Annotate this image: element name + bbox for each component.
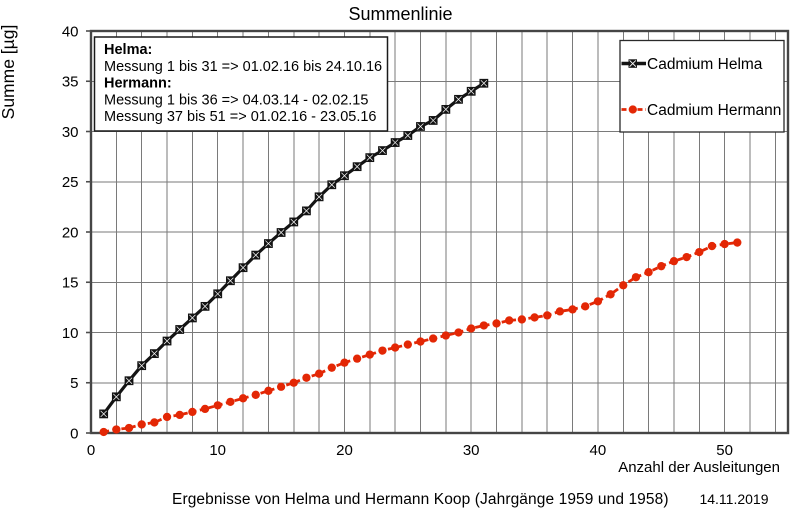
svg-text:Messung 37 bis 51 => 01.02.16: Messung 37 bis 51 => 01.02.16 - 23.05.16 bbox=[104, 109, 376, 125]
svg-text:0: 0 bbox=[70, 425, 78, 442]
svg-text:Messung 1 bis 36 => 04.03.14 -: Messung 1 bis 36 => 04.03.14 - 02.02.15 bbox=[104, 92, 368, 108]
svg-text:Helma:: Helma: bbox=[104, 42, 152, 58]
svg-text:Cadmium Hermann: Cadmium Hermann bbox=[647, 102, 781, 119]
svg-text:20: 20 bbox=[336, 442, 353, 459]
svg-text:15: 15 bbox=[62, 275, 79, 292]
svg-text:35: 35 bbox=[62, 74, 79, 91]
svg-text:5: 5 bbox=[70, 375, 78, 392]
svg-text:Messung 1 bis 31 => 01.02.16 b: Messung 1 bis 31 => 01.02.16 bis 24.10.1… bbox=[104, 59, 382, 75]
svg-text:14.11.2019: 14.11.2019 bbox=[699, 491, 768, 507]
svg-text:Summenlinie: Summenlinie bbox=[348, 4, 452, 24]
svg-text:40: 40 bbox=[62, 23, 79, 40]
svg-text:Hermann:: Hermann: bbox=[104, 76, 172, 92]
svg-text:20: 20 bbox=[62, 224, 79, 241]
svg-text:Summe [µg]: Summe [µg] bbox=[0, 25, 18, 120]
svg-text:25: 25 bbox=[62, 174, 79, 191]
svg-text:10: 10 bbox=[209, 442, 226, 459]
svg-text:40: 40 bbox=[590, 442, 607, 459]
svg-text:Cadmium Helma: Cadmium Helma bbox=[647, 56, 763, 73]
svg-text:Anzahl der Ausleitungen: Anzahl der Ausleitungen bbox=[618, 459, 780, 476]
svg-text:30: 30 bbox=[62, 124, 79, 141]
svg-text:0: 0 bbox=[87, 442, 95, 459]
svg-text:30: 30 bbox=[463, 442, 480, 459]
svg-text:Ergebnisse von Helma und Herma: Ergebnisse von Helma und Hermann Koop (J… bbox=[172, 491, 669, 508]
svg-text:50: 50 bbox=[716, 442, 733, 459]
svg-text:10: 10 bbox=[62, 325, 79, 342]
